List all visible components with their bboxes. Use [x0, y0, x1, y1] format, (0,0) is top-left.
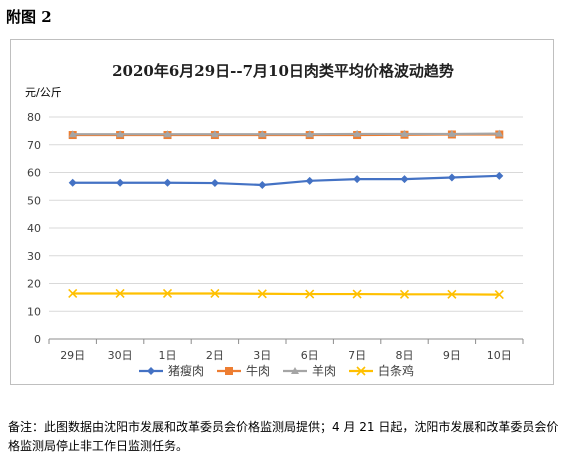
data-point — [257, 289, 267, 299]
data-point — [258, 180, 267, 189]
y-tick-label: 20 — [27, 278, 41, 291]
data-point — [400, 129, 409, 137]
chart-container: 2020年6月29日--7月10日肉类平均价格波动趋势元/公斤 0 10 20 30 40… — [10, 39, 554, 385]
x-tick-label: 10日 — [487, 349, 512, 362]
legend-marker — [291, 367, 299, 374]
y-tick-label: 0 — [34, 333, 41, 346]
data-point — [305, 289, 315, 299]
footnote: 备注：此图数据由沈阳市发展和改革委员会价格监测局提供；4 月 21 日起，沈阳市… — [8, 420, 559, 453]
data-point — [353, 175, 362, 184]
data-point — [353, 129, 362, 137]
x-tick-label: 29日 — [60, 349, 85, 362]
data-point — [399, 289, 410, 299]
data-point — [210, 288, 220, 299]
data-point — [494, 290, 504, 300]
data-point — [162, 288, 173, 299]
legend-label: 牛肉 — [246, 363, 270, 378]
x-tick-label: 9日 — [443, 349, 461, 362]
data-point — [305, 176, 314, 185]
x-tick-label: 3日 — [253, 349, 271, 362]
data-point — [305, 130, 314, 138]
legend-label: 白条鸡 — [378, 363, 414, 378]
data-point — [115, 288, 125, 299]
y-tick-label: 80 — [27, 111, 41, 124]
data-point — [447, 289, 457, 299]
data-point — [447, 173, 456, 182]
x-tick-label: 30日 — [108, 349, 133, 362]
legend-marker — [147, 367, 155, 375]
data-point — [116, 178, 125, 187]
data-point — [447, 129, 456, 137]
series-line-2 — [72, 132, 500, 136]
x-tick-label: 1日 — [159, 349, 177, 362]
y-tick-label: 60 — [27, 167, 41, 180]
legend-label: 羊肉 — [312, 363, 336, 378]
data-point — [68, 178, 77, 187]
data-point — [68, 130, 77, 138]
legend-marker — [356, 366, 366, 376]
data-point — [258, 130, 267, 138]
data-point — [495, 171, 504, 180]
data-point — [163, 178, 172, 187]
data-point — [210, 179, 219, 188]
data-point — [68, 288, 78, 299]
y-tick-label: 50 — [27, 194, 41, 207]
data-point — [116, 130, 125, 138]
y-tick-label: 30 — [27, 250, 41, 263]
x-tick-label: 8日 — [396, 349, 414, 362]
x-tick-label: 6日 — [301, 349, 319, 362]
data-point — [400, 175, 409, 184]
x-tick-label: 7日 — [348, 349, 366, 362]
data-point — [163, 130, 172, 138]
series-line-0 — [72, 174, 500, 187]
y-tick-label: 40 — [27, 222, 41, 235]
series-line-3 — [72, 292, 500, 296]
data-point — [352, 289, 362, 299]
y-tick-label: 10 — [27, 305, 41, 318]
y-axis-label: 元/公斤 — [25, 86, 62, 99]
x-tick-label: 2日 — [206, 349, 224, 362]
y-tick-label: 70 — [27, 139, 41, 152]
data-point — [495, 129, 504, 137]
legend-label: 猪瘦肉 — [168, 363, 204, 378]
figure-label: 附图 2 — [6, 8, 52, 26]
legend-marker — [225, 367, 233, 375]
chart-title: 2020年6月29日--7月10日肉类平均价格波动趋势 — [112, 62, 454, 80]
data-point — [210, 130, 219, 138]
